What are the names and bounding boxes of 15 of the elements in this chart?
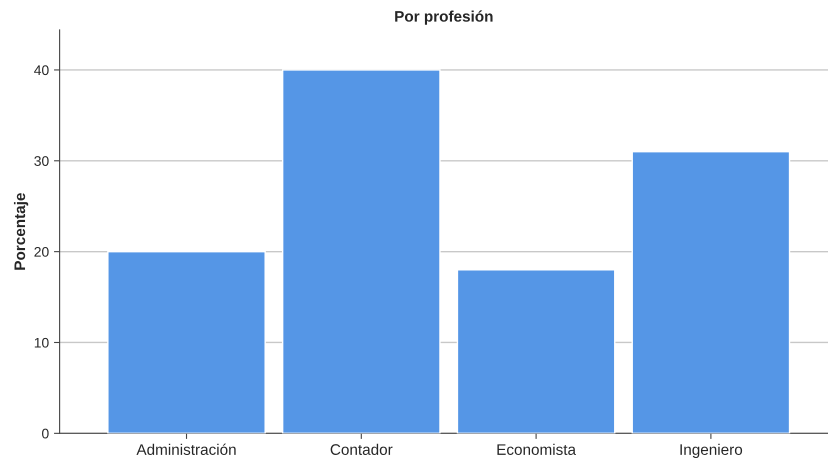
y-tick-label: 30	[34, 156, 49, 166]
x-tick-label: Contador	[330, 444, 392, 455]
x-tick-label: Administración	[136, 444, 236, 455]
bar	[107, 250, 266, 434]
y-tick-label: 10	[34, 338, 49, 348]
chart-title: Por profesión	[395, 10, 493, 25]
x-tick-label: Economista	[497, 444, 576, 455]
bar	[456, 269, 616, 434]
bar	[282, 69, 441, 434]
bar	[632, 151, 790, 434]
x-tick-label: Ingeniero	[680, 444, 742, 458]
y-tick-label: 20	[34, 246, 49, 257]
y-tick-label: 0	[42, 428, 49, 439]
y-tick-label: 40	[34, 65, 49, 76]
y-axis-title: Porcentaje	[14, 193, 28, 270]
